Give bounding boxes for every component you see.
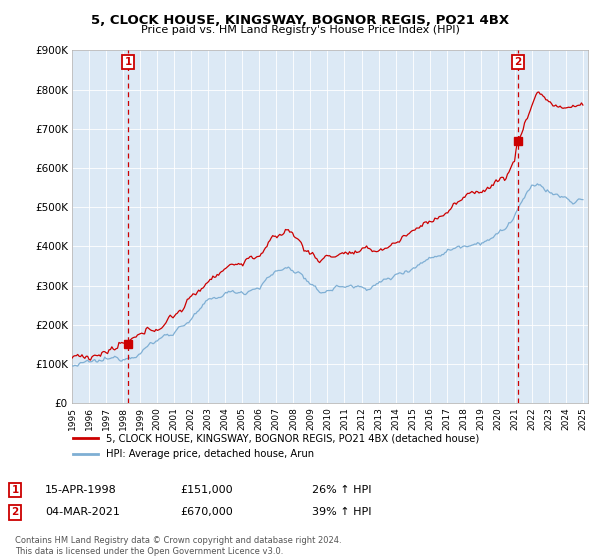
Text: 2: 2 [514, 57, 521, 67]
Text: 15-APR-1998: 15-APR-1998 [45, 485, 117, 495]
Text: 1: 1 [124, 57, 131, 67]
Text: 2: 2 [11, 507, 19, 517]
Text: Price paid vs. HM Land Registry's House Price Index (HPI): Price paid vs. HM Land Registry's House … [140, 25, 460, 35]
Text: 39% ↑ HPI: 39% ↑ HPI [312, 507, 371, 517]
Text: £670,000: £670,000 [180, 507, 233, 517]
Text: 5, CLOCK HOUSE, KINGSWAY, BOGNOR REGIS, PO21 4BX: 5, CLOCK HOUSE, KINGSWAY, BOGNOR REGIS, … [91, 14, 509, 27]
Text: 1: 1 [11, 485, 19, 495]
Text: 26% ↑ HPI: 26% ↑ HPI [312, 485, 371, 495]
Text: 04-MAR-2021: 04-MAR-2021 [45, 507, 120, 517]
Legend: 5, CLOCK HOUSE, KINGSWAY, BOGNOR REGIS, PO21 4BX (detached house), HPI: Average : 5, CLOCK HOUSE, KINGSWAY, BOGNOR REGIS, … [70, 431, 482, 463]
Text: Contains HM Land Registry data © Crown copyright and database right 2024.
This d: Contains HM Land Registry data © Crown c… [15, 536, 341, 556]
Text: £151,000: £151,000 [180, 485, 233, 495]
